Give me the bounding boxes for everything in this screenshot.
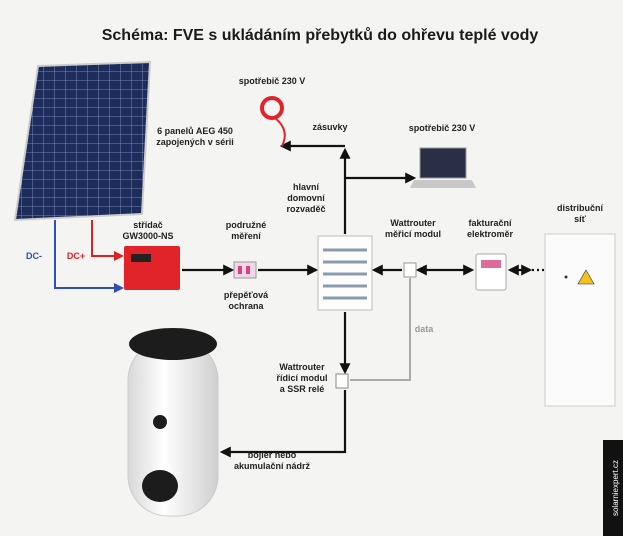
laptop-screen [420, 148, 466, 178]
boiler-top [129, 328, 217, 360]
label-line: elektroměr [467, 229, 514, 239]
title: Schéma: FVE s ukládáním přebytků do ohře… [102, 27, 539, 44]
laptop-base [410, 180, 476, 188]
label-line: a SSR relé [280, 384, 325, 394]
label-line: hlavní [293, 182, 320, 192]
label-line: spotřebič 230 V [409, 123, 476, 133]
consumer-label: spotřebič 230 V [239, 76, 306, 86]
label-line: měřicí modul [385, 229, 441, 239]
label-line: střídač [133, 220, 163, 230]
label-line: bojler nebo [248, 450, 297, 460]
label-line: ochrana [228, 301, 264, 311]
sub-meter-part [246, 266, 250, 274]
label-line: GW3000-NS [122, 231, 173, 241]
label-line: rozvaděč [286, 204, 325, 214]
diagram: Schéma: FVE s ukládáním přebytků do ohře… [0, 0, 623, 536]
consumer-label: spotřebič 230 V [409, 123, 476, 133]
watermark: solarniexpert.cz [611, 460, 620, 516]
label-line: měření [231, 231, 261, 241]
solar-panel [15, 62, 150, 220]
label-line: zapojených v sérii [156, 137, 234, 147]
label-line: distribuční [557, 203, 604, 213]
label-line: síť [574, 214, 587, 224]
label-line: DC+ [67, 251, 85, 261]
label-line: Wattrouter [279, 362, 325, 372]
socket-label: zásuvky [312, 122, 347, 132]
inverter-display [131, 254, 151, 262]
label-line: akumulační nádrž [234, 461, 311, 471]
label-line: zásuvky [312, 122, 347, 132]
wattrouter-control [336, 374, 348, 388]
label-line: DC- [26, 251, 42, 261]
label-line: Wattrouter [390, 218, 436, 228]
label-line: domovní [287, 193, 325, 203]
boiler-flange [142, 470, 178, 502]
label-line: řídicí modul [276, 373, 327, 383]
grid-cabinet [545, 234, 615, 406]
sub-meter [234, 262, 256, 278]
sub-meter-part [238, 266, 242, 274]
cabinet-lock [565, 276, 568, 279]
label-line: 6 panelů AEG 450 [157, 126, 233, 136]
billing-meter [476, 254, 506, 290]
wattrouter-meter [404, 263, 416, 277]
data-label: data [415, 324, 435, 334]
label-line: podružné [226, 220, 267, 230]
label-line: spotřebič 230 V [239, 76, 306, 86]
label-line: data [415, 324, 435, 334]
billing-meter-display [481, 260, 501, 268]
dc-plus-label: DC+ [67, 251, 85, 261]
label-line: přepěťová [224, 290, 269, 300]
inverter [124, 246, 180, 290]
boiler-port [153, 415, 167, 429]
label-line: fakturační [468, 218, 512, 228]
dc-minus-label: DC- [26, 251, 42, 261]
